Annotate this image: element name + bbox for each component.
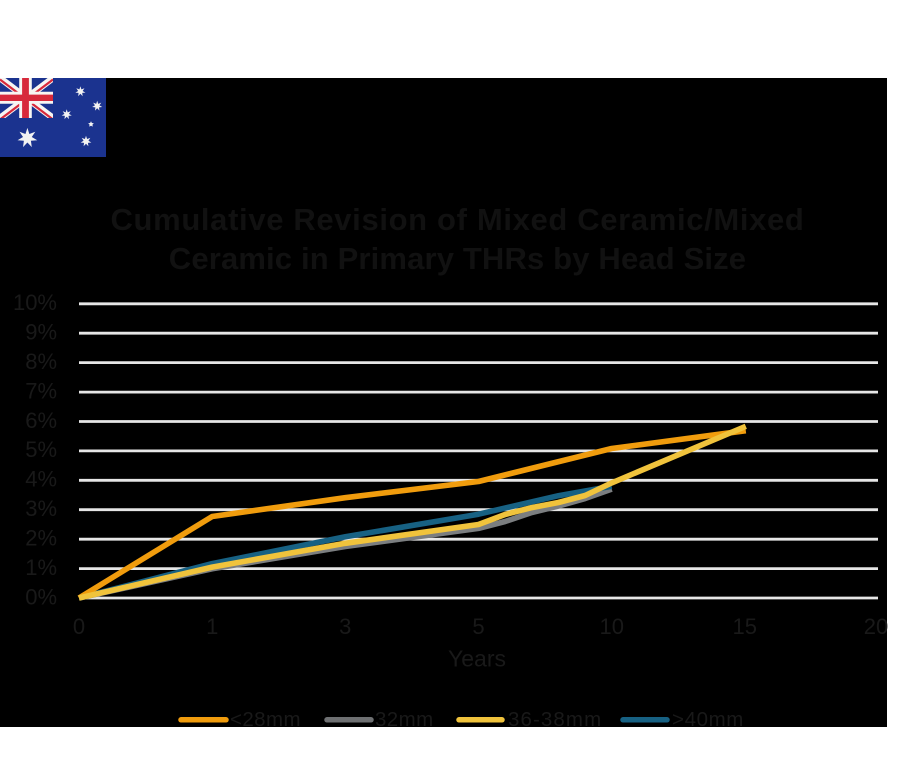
- svg-text:3: 3: [339, 614, 351, 639]
- svg-text:3%: 3%: [25, 496, 57, 521]
- svg-text:1%: 1%: [25, 555, 57, 580]
- svg-text:15: 15: [733, 614, 757, 639]
- svg-text:20: 20: [864, 614, 888, 639]
- svg-text:5%: 5%: [25, 437, 57, 462]
- svg-text:10%: 10%: [13, 290, 57, 315]
- svg-text:32mm: 32mm: [375, 708, 434, 731]
- svg-text:4%: 4%: [25, 467, 57, 492]
- svg-text:1: 1: [206, 614, 218, 639]
- svg-text:<28mm: <28mm: [230, 708, 301, 731]
- svg-text:0: 0: [73, 614, 85, 639]
- svg-text:0%: 0%: [25, 584, 57, 609]
- svg-text:2%: 2%: [25, 526, 57, 551]
- svg-text:7%: 7%: [25, 378, 57, 403]
- svg-text:10: 10: [599, 614, 623, 639]
- svg-text:6%: 6%: [25, 408, 57, 433]
- svg-text:Years: Years: [448, 646, 506, 672]
- svg-text:36-38mm: 36-38mm: [508, 708, 602, 731]
- svg-text:9%: 9%: [25, 320, 57, 345]
- svg-text:>40mm: >40mm: [672, 708, 744, 731]
- svg-text:8%: 8%: [25, 349, 57, 374]
- svg-text:5: 5: [472, 614, 484, 639]
